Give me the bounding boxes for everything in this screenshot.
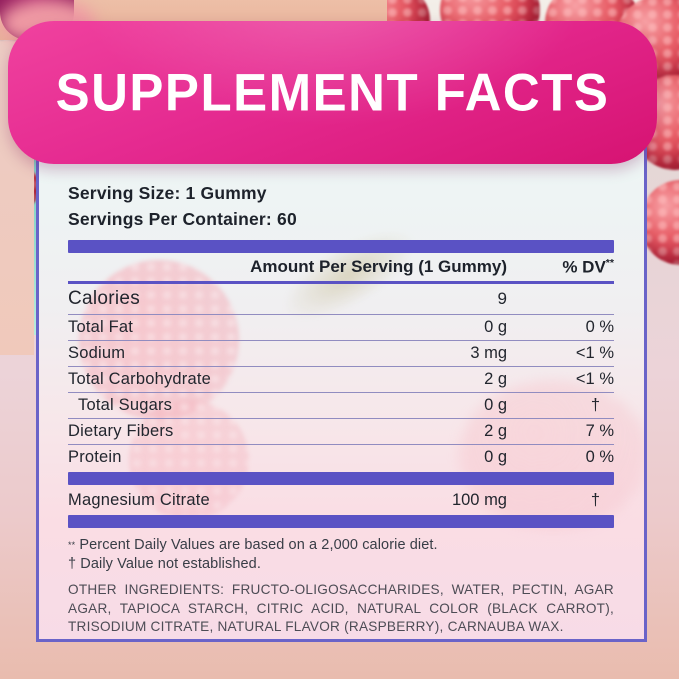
nutrient-amount: 2 g xyxy=(484,422,507,440)
amount-per-serving-header: Amount Per Serving (1 Gummy) xyxy=(250,257,507,276)
table-row: Dietary Fibers 2 g 7 % xyxy=(68,419,614,444)
nutrient-dv: † xyxy=(590,396,600,414)
footnote-dagger: † Daily Value not established. xyxy=(68,556,261,572)
nutrient-name: Magnesium Citrate xyxy=(68,490,210,509)
nutrient-amount: 0 g xyxy=(484,396,507,414)
table-header: Amount Per Serving (1 Gummy) % DV** xyxy=(68,253,614,281)
nutrient-name: Total Sugars xyxy=(78,396,173,414)
footnote-dv-mark: ** xyxy=(68,540,76,550)
nutrient-name: Calories xyxy=(68,288,141,309)
servings-per-container: Servings Per Container: 60 xyxy=(68,209,297,229)
row-separator xyxy=(68,366,614,367)
nutrient-name: Total Carbohydrate xyxy=(68,370,212,388)
divider-bar xyxy=(68,515,614,528)
nutrient-amount: 100 mg xyxy=(451,490,507,509)
nutrient-dv: † xyxy=(590,490,600,509)
percent-dv-header: % DV** xyxy=(507,257,614,278)
header-rule xyxy=(68,281,614,284)
nutrient-dv: <1 % xyxy=(575,370,614,388)
footnote-dv-text: Percent Daily Values are based on a 2,00… xyxy=(79,537,438,553)
table-row-supplement: Magnesium Citrate 100 mg † xyxy=(68,485,614,515)
nutrient-dv: 0 % xyxy=(585,448,614,466)
page-title: SUPPLEMENT FACTS xyxy=(55,62,610,123)
table-row: Total Carbohydrate 2 g <1 % xyxy=(68,367,614,392)
serving-size: Serving Size: 1 Gummy xyxy=(68,183,267,203)
nutrient-dv: 0 % xyxy=(585,318,614,336)
nutrient-name: Dietary Fibers xyxy=(68,422,174,440)
table-row: Total Sugars 0 g † xyxy=(68,393,614,418)
nutrient-name: Sodium xyxy=(68,344,126,362)
percent-dv-label: % DV xyxy=(562,257,606,277)
row-separator xyxy=(68,444,614,445)
nutrient-dv: <1 % xyxy=(575,344,614,362)
other-ingredients: OTHER INGREDIENTS: FRUCTO-OLIGOSACCHARID… xyxy=(68,582,614,634)
footnote-dv: ** Percent Daily Values are based on a 2… xyxy=(68,536,614,555)
footnotes: ** Percent Daily Values are based on a 2… xyxy=(68,536,614,574)
nutrient-amount: 0 g xyxy=(484,448,507,466)
table-row: Protein 0 g 0 % xyxy=(68,445,614,470)
row-separator xyxy=(68,340,614,341)
nutrient-amount: 2 g xyxy=(484,370,507,388)
table-row: Total Fat 0 g 0 % xyxy=(68,315,614,340)
raspberry-watermark xyxy=(459,380,644,530)
row-separator xyxy=(68,314,614,315)
row-separator xyxy=(68,392,614,393)
table-row: Sodium 3 mg <1 % xyxy=(68,341,614,366)
row-separator xyxy=(68,418,614,419)
facts-panel: Serving Size: 1 Gummy Servings Per Conta… xyxy=(36,147,647,642)
facts-panel-content: Serving Size: 1 Gummy Servings Per Conta… xyxy=(39,150,644,637)
nutrient-name: Total Fat xyxy=(68,318,134,336)
divider-bar xyxy=(68,472,614,485)
nutrient-name: Protein xyxy=(68,448,122,466)
nutrient-amount: 9 xyxy=(497,289,507,308)
table-row-calories: Calories 9 xyxy=(68,284,614,314)
divider-bar xyxy=(68,240,614,253)
nutrient-amount: 0 g xyxy=(484,318,507,336)
raspberry-watermark xyxy=(129,400,249,520)
title-banner: SUPPLEMENT FACTS xyxy=(8,21,657,164)
percent-dv-mark: ** xyxy=(605,256,614,269)
nutrient-dv: 7 % xyxy=(585,422,614,440)
nutrient-amount: 3 mg xyxy=(470,344,507,362)
